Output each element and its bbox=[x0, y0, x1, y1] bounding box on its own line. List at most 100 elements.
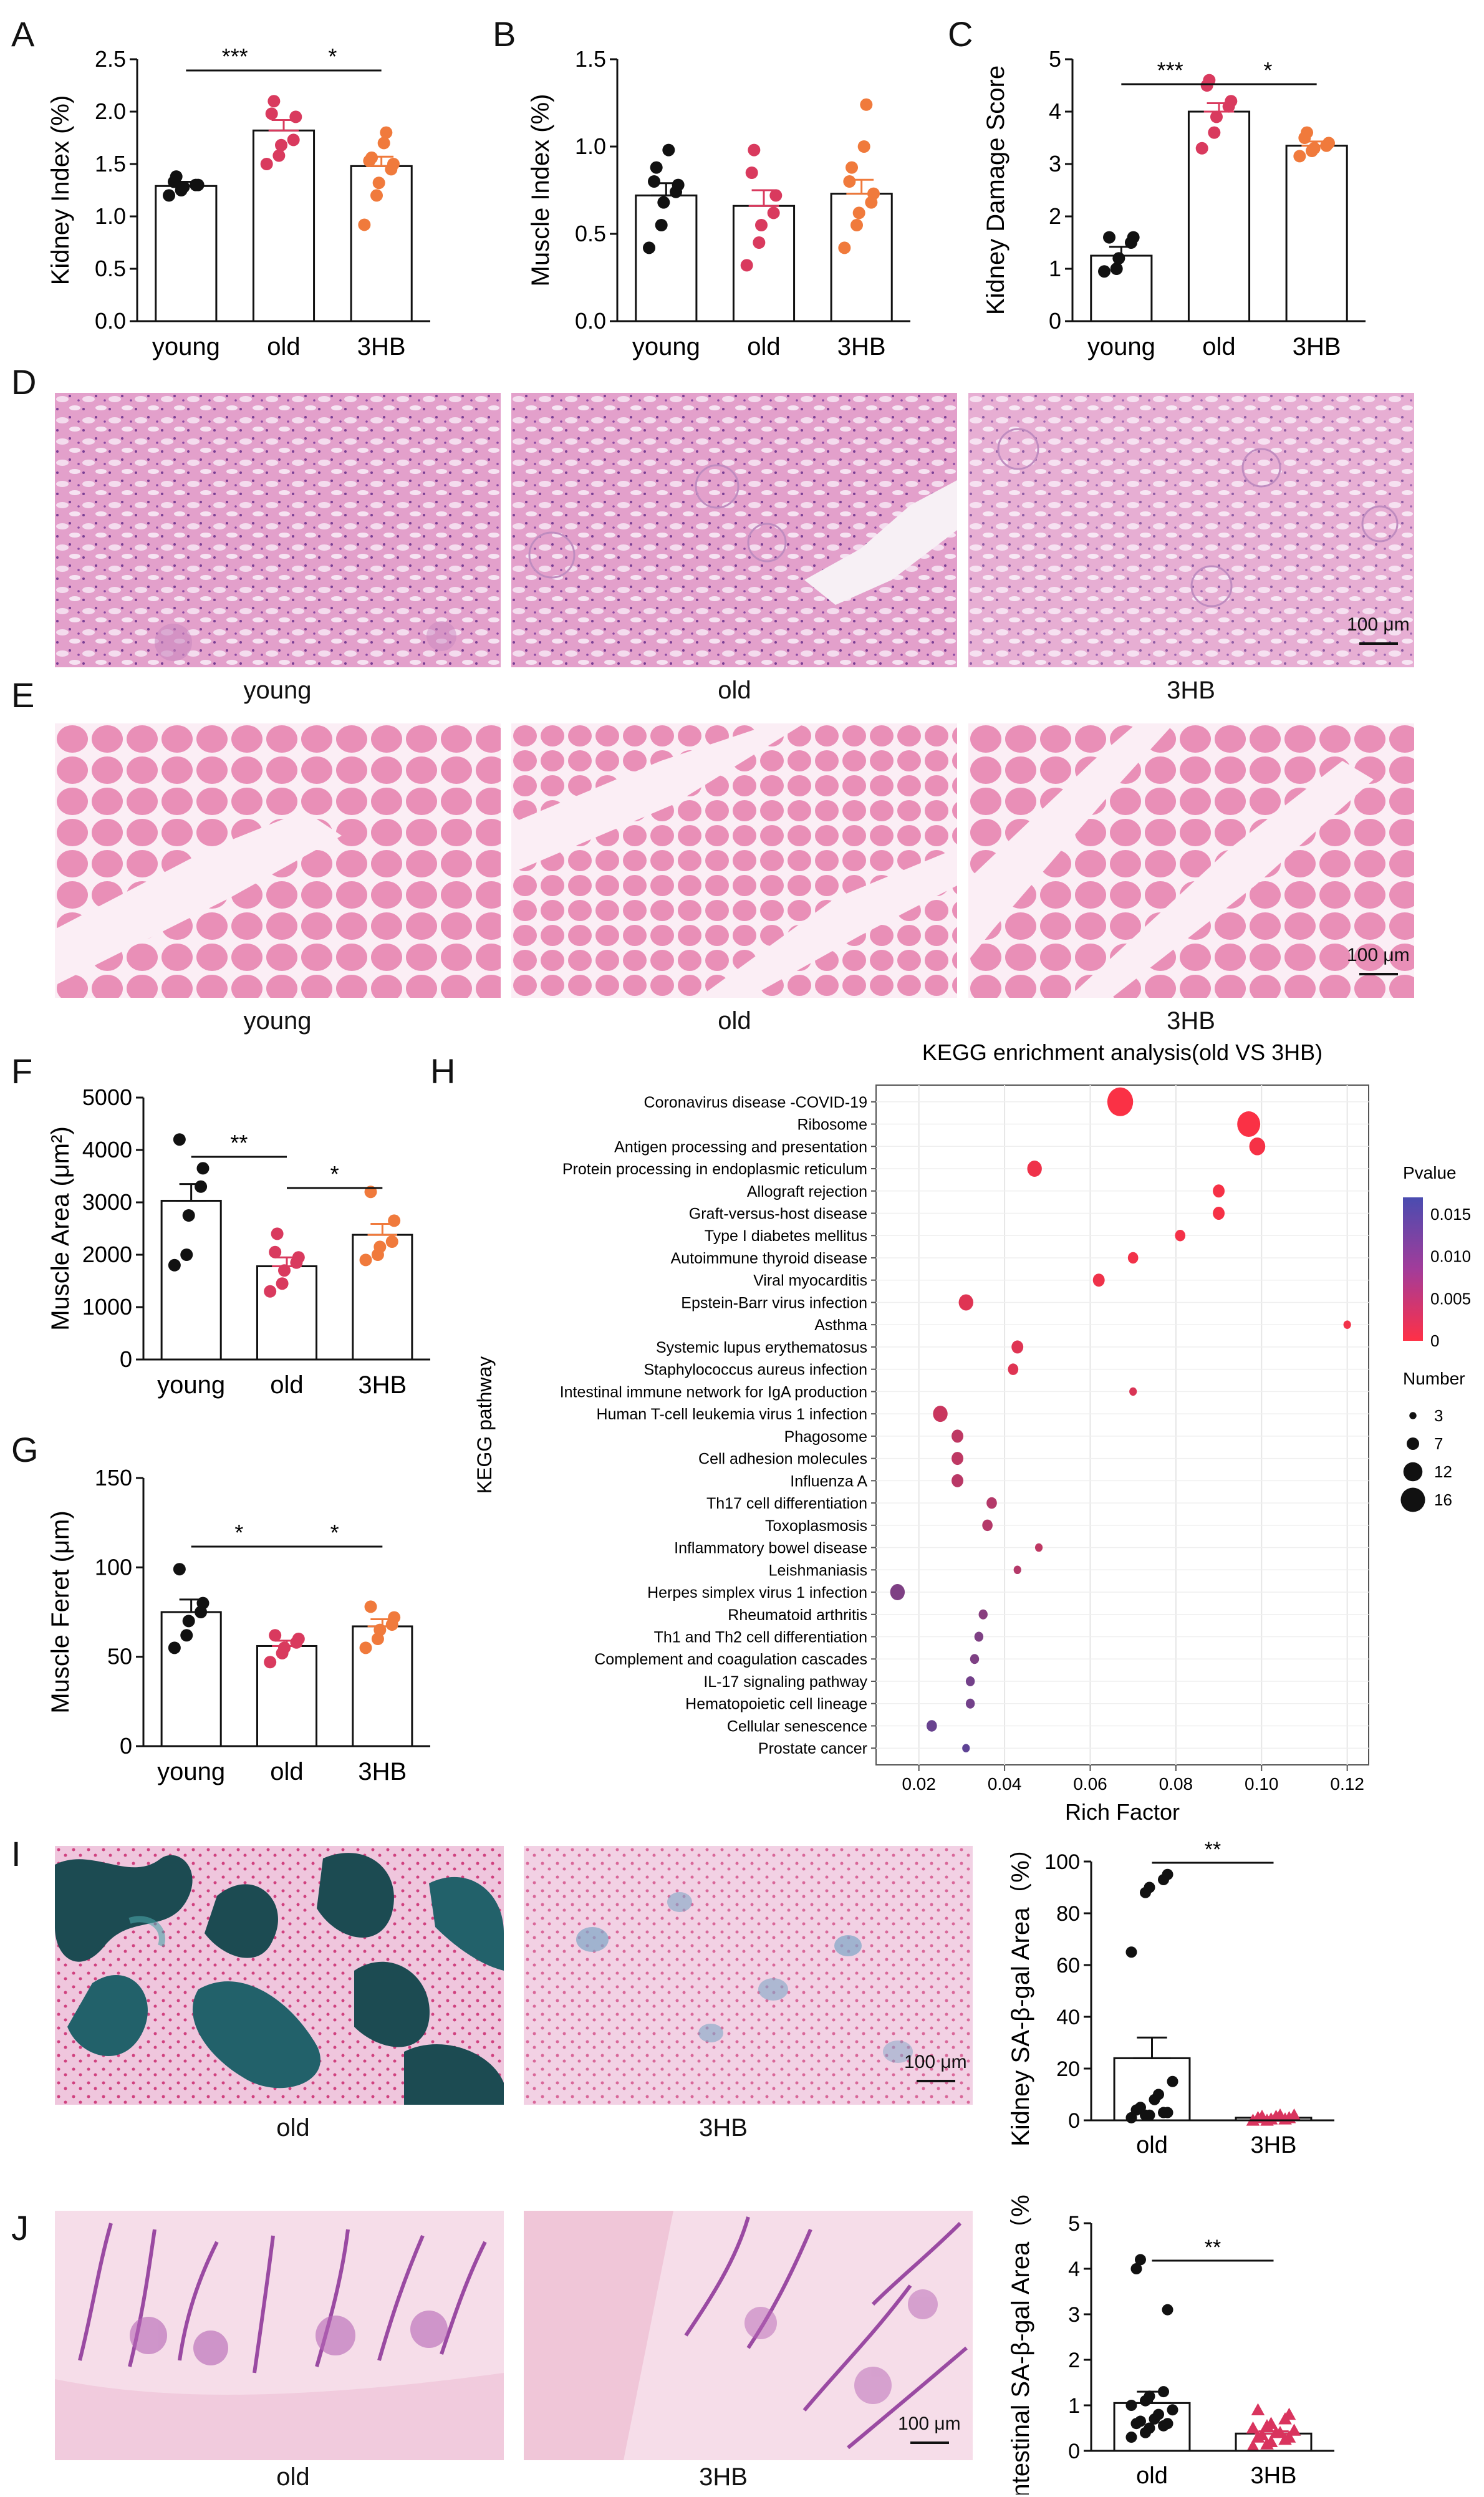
pathway-label: Allograft rejection bbox=[747, 1183, 867, 1200]
panel-label-i: I bbox=[11, 1834, 21, 1873]
panel-label-b: B bbox=[493, 14, 516, 54]
x-tick-label: 0.06 bbox=[1073, 1774, 1107, 1794]
data-point bbox=[289, 110, 302, 123]
data-point bbox=[1127, 231, 1140, 244]
data-point bbox=[1282, 2407, 1296, 2420]
pathway-label: Coronavirus disease -COVID-19 bbox=[644, 1094, 867, 1111]
pathway-bubble bbox=[933, 1406, 948, 1422]
data-point bbox=[177, 180, 190, 193]
y-tick-label: 1.5 bbox=[575, 46, 606, 72]
intestinal-sa-gal-old-image bbox=[55, 2211, 504, 2460]
y-tick-label: 5000 bbox=[82, 1084, 132, 1110]
data-point bbox=[380, 126, 393, 139]
y-tick-label: 5 bbox=[1049, 46, 1061, 72]
panel-label-j: J bbox=[11, 2208, 29, 2248]
data-point bbox=[1255, 2428, 1269, 2441]
data-point bbox=[388, 1611, 401, 1624]
data-point bbox=[655, 219, 668, 231]
data-point bbox=[1134, 2102, 1146, 2113]
y-tick-label: 3 bbox=[1049, 151, 1061, 176]
pathway-bubble bbox=[986, 1497, 997, 1509]
bar bbox=[160, 1199, 222, 1361]
pathway-label: Cell adhesion molecules bbox=[698, 1451, 867, 1468]
data-point bbox=[1282, 2430, 1296, 2443]
data-point bbox=[1125, 2400, 1137, 2411]
caption-j-old: old bbox=[276, 2463, 310, 2491]
data-point bbox=[1103, 231, 1116, 244]
pathway-label: Graft-versus-host disease bbox=[689, 1205, 867, 1222]
significance-label: *** bbox=[222, 44, 248, 69]
pathway-label: Hematopoietic cell lineage bbox=[685, 1696, 867, 1713]
caption-e-young: young bbox=[243, 1007, 312, 1035]
significance-label: * bbox=[234, 1520, 243, 1545]
pathway-bubble bbox=[1034, 1543, 1043, 1552]
x-tick-label: 0.10 bbox=[1245, 1774, 1278, 1794]
y-tick-label: 0.0 bbox=[575, 308, 606, 334]
data-point bbox=[264, 1656, 277, 1669]
significance-label: ** bbox=[1205, 2236, 1221, 2259]
pathway-bubble bbox=[1213, 1184, 1225, 1198]
pathway-label: Systemic lupus erythematosus bbox=[656, 1339, 867, 1356]
data-point bbox=[1125, 2432, 1137, 2443]
data-point bbox=[377, 137, 390, 150]
y-tick-label: 0 bbox=[120, 1733, 132, 1759]
x-tick-label: 0.12 bbox=[1330, 1774, 1364, 1794]
data-point bbox=[843, 175, 856, 188]
data-point bbox=[1098, 265, 1111, 278]
pathway-label: Inflammatory bowel disease bbox=[674, 1540, 867, 1557]
pathway-label: Influenza A bbox=[790, 1472, 867, 1490]
muscle-area-chart: 0 1000 2000 3000 4000 5000 Muscle Area (μm²) yo… bbox=[47, 1084, 430, 1399]
data-point bbox=[364, 1600, 377, 1613]
size-legend-circle bbox=[1403, 1462, 1423, 1482]
x-tick-label: 3HB bbox=[358, 1758, 407, 1785]
data-point bbox=[1162, 2418, 1173, 2430]
x-tick-label: old bbox=[270, 1758, 303, 1785]
y-tick-label: 0 bbox=[1068, 2440, 1080, 2463]
data-point bbox=[672, 178, 685, 191]
y-tick-label: 1.0 bbox=[95, 203, 126, 229]
pathway-label: Th17 cell differentiation bbox=[706, 1495, 867, 1512]
intestinal-sa-gal-3hb-image bbox=[524, 2211, 973, 2460]
color-legend-tick: 0.015 bbox=[1430, 1205, 1471, 1224]
size-legend-label: 3 bbox=[1434, 1406, 1443, 1425]
scale-bar-e bbox=[1359, 973, 1398, 975]
data-point bbox=[1301, 126, 1314, 139]
data-point bbox=[373, 1623, 387, 1636]
data-point bbox=[264, 1285, 277, 1298]
panel-label-a: A bbox=[11, 14, 35, 54]
y-tick-label: 1000 bbox=[82, 1294, 132, 1320]
data-point bbox=[857, 140, 870, 153]
data-point bbox=[385, 1235, 398, 1248]
pathway-label: Autoimmune thyroid disease bbox=[671, 1250, 867, 1267]
data-point bbox=[260, 158, 273, 170]
data-point bbox=[838, 241, 851, 254]
pathway-bubble bbox=[1237, 1111, 1261, 1137]
panel-label-e: E bbox=[11, 675, 35, 715]
data-point bbox=[182, 1209, 195, 1222]
significance-label: * bbox=[330, 1520, 339, 1545]
data-point bbox=[168, 1258, 181, 1272]
y-tick-label: 2000 bbox=[82, 1242, 132, 1267]
y-tick-label: 1 bbox=[1049, 256, 1061, 281]
kidney-index-chart: 0.0 0.5 1.0 1.5 2.0 2.5 Kidney Index (%) young o… bbox=[47, 44, 430, 360]
kidney-sa-gal-chart: 0 20 40 60 80 100 Kidney SA-β-gal Area（%） old 3H… bbox=[1010, 1835, 1334, 2158]
x-tick-label: old bbox=[747, 333, 780, 360]
pathway-bubble bbox=[952, 1474, 963, 1487]
x-tick-label: 3HB bbox=[357, 333, 406, 360]
x-tick-label: 0.02 bbox=[902, 1774, 936, 1794]
kidney-he-3hb-image bbox=[968, 393, 1414, 667]
pathway-label: Human T-cell leukemia virus 1 infection bbox=[597, 1406, 867, 1423]
scale-bar-label-e: 100 μm bbox=[1347, 945, 1410, 965]
x-axis-label: Rich Factor bbox=[1065, 1799, 1180, 1825]
y-tick-label: 60 bbox=[1056, 1954, 1080, 1978]
y-tick-label: 0.0 bbox=[95, 308, 126, 334]
data-point bbox=[657, 196, 670, 209]
data-point bbox=[1134, 2254, 1146, 2266]
pathway-bubble bbox=[965, 1676, 975, 1686]
data-point bbox=[1225, 95, 1238, 108]
data-point bbox=[1322, 137, 1335, 150]
data-point bbox=[1308, 142, 1321, 155]
x-tick-label: old bbox=[1202, 333, 1235, 360]
data-point bbox=[767, 206, 780, 220]
significance-label: * bbox=[328, 44, 337, 69]
